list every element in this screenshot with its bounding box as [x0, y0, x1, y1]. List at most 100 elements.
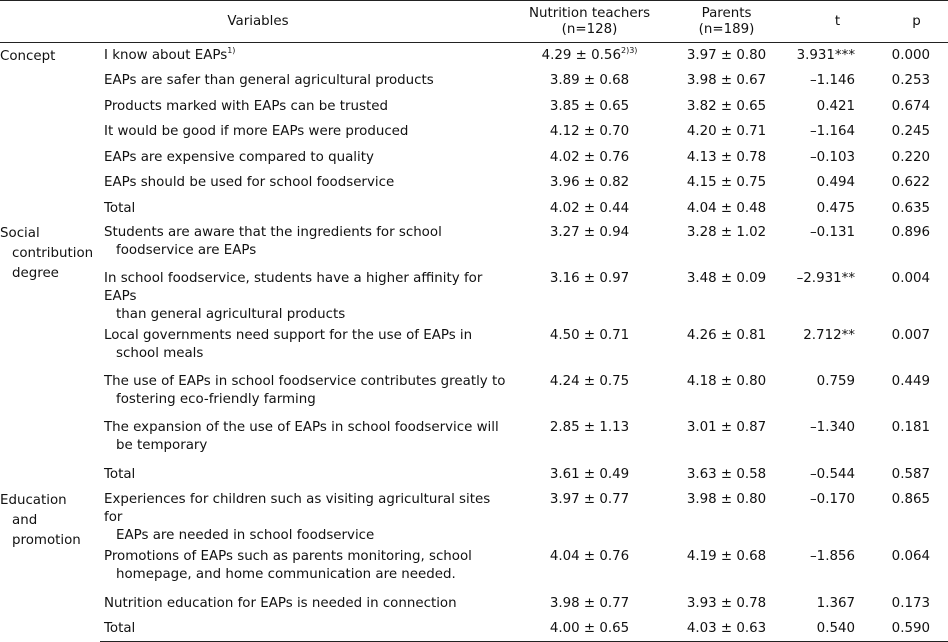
group-social-line1: Social: [0, 226, 40, 241]
group-label-social: Social contribution degree: [0, 221, 100, 488]
nt-cell: 4.12 ± 0.70: [549, 124, 630, 139]
p-cell: 0.253: [891, 73, 931, 88]
variable-cell: Total: [104, 200, 136, 216]
variable-cell: Students are aware that the ingredients …: [100, 221, 516, 267]
nt-cell: 4.24 ± 0.75: [549, 374, 630, 389]
nt-cell: 3.97 ± 0.77: [549, 491, 630, 507]
variable-text: Promotions of EAPs such as parents monit…: [104, 548, 472, 564]
t-cell: –1.856: [809, 548, 856, 564]
t-cell: 0.475: [816, 200, 856, 216]
p-cell: 0.004: [891, 271, 931, 286]
group-concept: Concept: [0, 49, 56, 64]
p-cell: 0.635: [891, 200, 931, 216]
variable-text: In school foodservice, students have a h…: [104, 271, 483, 304]
variable-text-cont: homepage, and home communication are nee…: [116, 566, 456, 582]
header-nutrition-teachers: Nutrition teachers (n=128): [516, 0, 664, 43]
table-row: The expansion of the use of EAPs in scho…: [0, 416, 948, 462]
variable-text: Experiences for children such as visitin…: [104, 491, 491, 525]
group-edu-line2: and: [12, 512, 38, 528]
pa-cell: 3.01 ± 0.87: [686, 420, 767, 435]
table-row: The use of EAPs in school foodservice co…: [0, 370, 948, 416]
t-cell: –0.103: [809, 149, 856, 165]
variable-text-cont: school meals: [116, 346, 204, 361]
pa-cell: 4.26 ± 0.81: [686, 328, 767, 343]
t-cell: –1.340: [809, 420, 856, 435]
nt-cell: 4.00 ± 0.65: [516, 616, 664, 642]
p-cell: 0.220: [891, 149, 931, 165]
table-row-total: Total 4.02 ± 0.44 4.04 ± 0.48 0.475 0.63…: [0, 196, 948, 222]
variable-text: The expansion of the use of EAPs in scho…: [104, 420, 499, 435]
variable-cell: EAPs are expensive compared to quality: [104, 149, 374, 165]
footnote-marker: 1): [227, 46, 236, 55]
variable-cell: In school foodservice, students have a h…: [100, 267, 516, 324]
pa-cell: 4.19 ± 0.68: [686, 548, 767, 564]
header-t: t: [790, 0, 886, 43]
p-cell: 0.896: [891, 225, 931, 240]
pa-cell: 3.28 ± 1.02: [686, 225, 767, 240]
nt-cell: 3.61 ± 0.49: [549, 467, 630, 482]
table-row: EAPs are safer than general agricultural…: [0, 68, 948, 94]
header-variables: Variables: [0, 0, 517, 43]
nt-cell: 4.04 ± 0.76: [549, 548, 630, 564]
nt-cell: 4.29 ± 0.562)3): [516, 43, 663, 69]
table-row-total: Total 4.00 ± 0.65 4.03 ± 0.63 0.540 0.59…: [0, 616, 948, 642]
pa-cell: 3.98 ± 0.80: [686, 491, 767, 507]
header-pa-line1: Parents: [701, 5, 752, 21]
variable-text-cont: foodservice are EAPs: [116, 243, 257, 258]
pa-cell: 3.82 ± 0.65: [686, 98, 767, 114]
nt-cell: 4.02 ± 0.44: [549, 200, 630, 216]
t-cell: 0.494: [816, 175, 856, 190]
pa-cell: 3.98 ± 0.67: [686, 73, 767, 88]
t-cell: 3.931***: [796, 48, 856, 63]
group-label-concept: Concept: [0, 43, 100, 222]
group-social-line3: degree: [12, 266, 59, 281]
pa-cell: 4.04 ± 0.48: [686, 200, 767, 216]
table-row: Nutrition education for EAPs is needed i…: [0, 591, 948, 617]
table-row: Promotions of EAPs such as parents monit…: [0, 545, 948, 591]
nt-cell: 3.85 ± 0.65: [549, 98, 630, 114]
t-cell: 0.421: [816, 98, 856, 114]
variable-cell: I know about EAPs1): [100, 43, 516, 69]
p-cell: 0.590: [885, 616, 948, 642]
p-cell: 0.674: [891, 98, 931, 114]
p-cell: 0.181: [891, 420, 931, 435]
t-cell: –1.146: [809, 73, 856, 88]
header-p: p: [885, 0, 948, 43]
variable-cell: The expansion of the use of EAPs in scho…: [100, 416, 516, 462]
p-cell: 0.622: [891, 175, 931, 190]
nt-cell: 4.02 ± 0.76: [549, 149, 630, 165]
t-cell: 0.540: [790, 616, 886, 642]
table-row: EAPs should be used for school foodservi…: [0, 170, 948, 196]
pa-cell: 3.48 ± 0.09: [686, 271, 767, 286]
t-cell: –0.170: [809, 491, 856, 507]
p-cell: 0.245: [891, 124, 931, 139]
variable-cell: Local governments need support for the u…: [100, 324, 516, 370]
nt-cell: 3.89 ± 0.68: [549, 73, 630, 88]
pa-cell: 4.03 ± 0.63: [663, 616, 791, 642]
footnote-marker: 2)3): [620, 46, 638, 55]
variable-text: Students are aware that the ingredients …: [104, 225, 442, 240]
nt-cell: 3.96 ± 0.82: [549, 175, 630, 190]
table-row: It would be good if more EAPs were produ…: [0, 119, 948, 145]
header-pa-line2: (n=189): [698, 21, 755, 37]
nt-cell: 3.16 ± 0.97: [549, 271, 630, 286]
t-cell: 2.712**: [803, 328, 856, 343]
table-row: In school foodservice, students have a h…: [0, 267, 948, 324]
p-cell: 0.173: [891, 595, 931, 611]
nt-cell: 4.50 ± 0.71: [549, 328, 630, 343]
table-header: Variables Nutrition teachers (n=128) Par…: [0, 0, 948, 43]
p-cell: 0.000: [891, 48, 931, 63]
pa-cell: 4.15 ± 0.75: [686, 175, 767, 190]
variable-text-cont: EAPs are needed in school foodservice: [116, 527, 375, 543]
nt-cell: 3.27 ± 0.94: [549, 225, 630, 240]
variable-cell: Products marked with EAPs can be trusted: [104, 98, 388, 114]
pa-cell: 4.20 ± 0.71: [686, 124, 767, 139]
pa-cell: 4.18 ± 0.80: [686, 374, 767, 389]
variable-cell: Total: [100, 616, 517, 642]
p-cell: 0.865: [891, 491, 931, 507]
nt-cell: 3.98 ± 0.77: [549, 595, 630, 611]
t-cell: 0.759: [816, 374, 856, 389]
header-parents: Parents (n=189): [663, 0, 791, 43]
p-cell: 0.064: [891, 548, 931, 564]
variable-cell: Experiences for children such as visitin…: [100, 488, 516, 545]
